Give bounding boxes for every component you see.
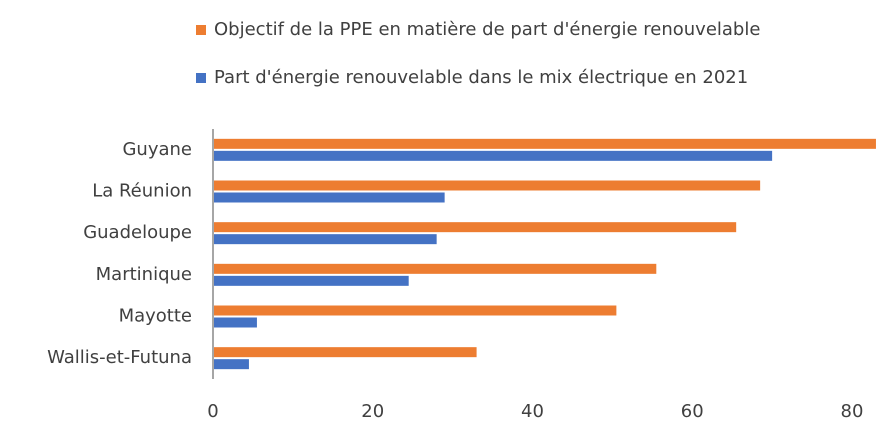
bar	[213, 138, 876, 149]
x-tick-label: 20	[361, 401, 384, 422]
x-tick-label: 80	[841, 401, 864, 422]
x-tick-label: 60	[681, 401, 704, 422]
x-tick-label: 0	[207, 401, 218, 422]
legend-label: Objectif de la PPE en matière de part d'…	[214, 19, 760, 40]
y-tick-label: La Réunion	[92, 181, 192, 202]
y-tick-label: Martinique	[96, 264, 192, 285]
bar	[213, 317, 257, 328]
bar	[213, 234, 437, 245]
bar	[213, 180, 761, 191]
legend-swatch	[196, 73, 206, 83]
x-tick-label: 40	[521, 401, 544, 422]
y-tick-label: Wallis-et-Futuna	[47, 347, 192, 368]
legend-label: Part d'énergie renouvelable dans le mix …	[214, 67, 748, 88]
bar	[213, 192, 445, 203]
bar	[213, 347, 477, 358]
y-tick-label: Mayotte	[119, 306, 192, 327]
y-tick-label: Guyane	[122, 139, 192, 160]
bar	[213, 263, 657, 274]
bar	[213, 275, 409, 286]
bar	[213, 305, 617, 316]
y-tick-label: Guadeloupe	[83, 222, 192, 243]
bar	[213, 359, 249, 370]
legend-swatch	[196, 25, 206, 35]
bar	[213, 222, 737, 233]
bar	[213, 150, 773, 161]
